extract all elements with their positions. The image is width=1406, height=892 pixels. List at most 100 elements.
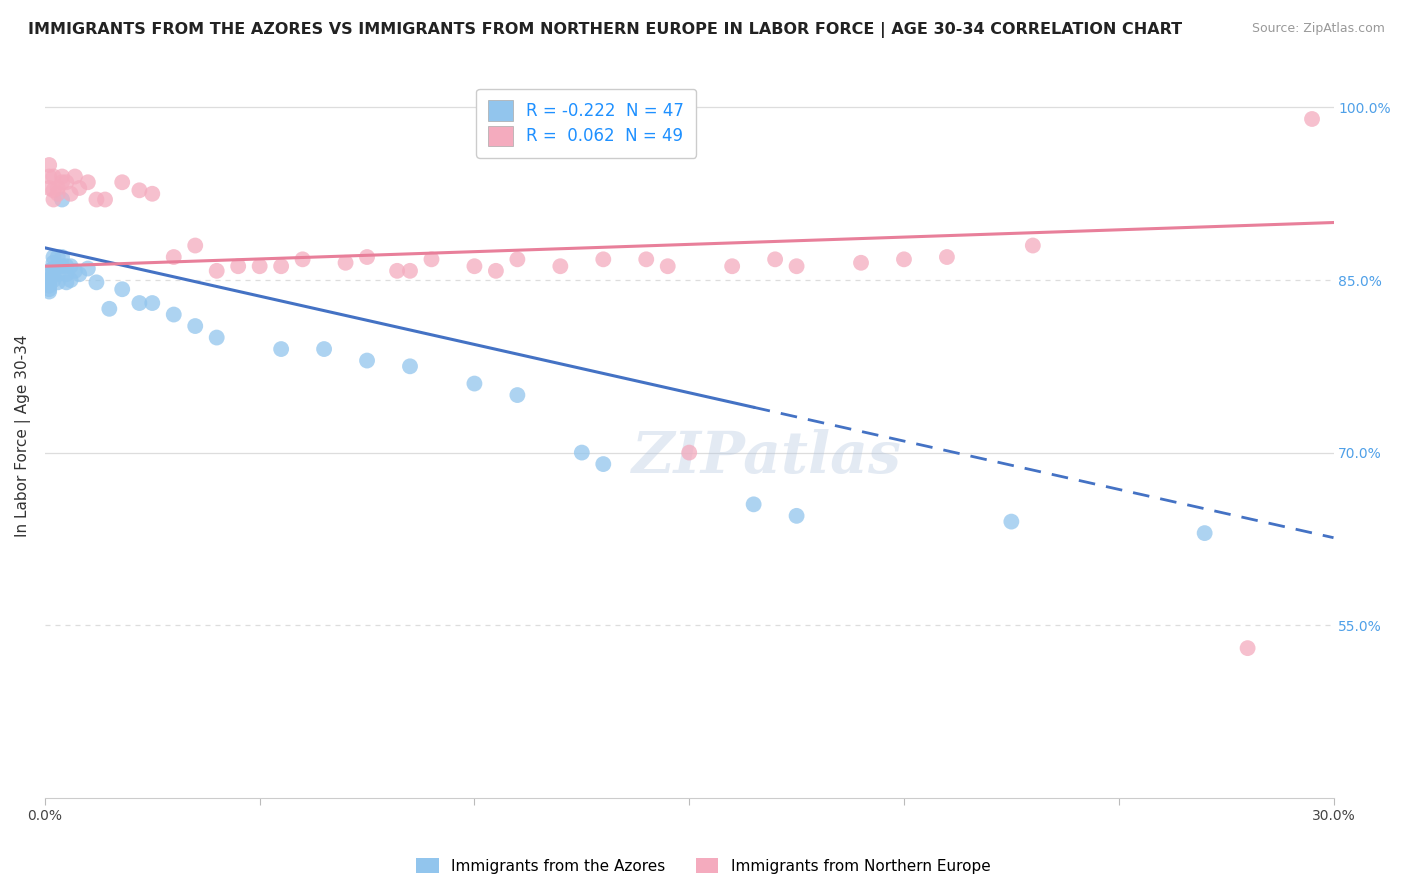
Point (291, 252, 314, 267)
Point (356, 250, 378, 264)
Point (38, 267, 60, 281)
Point (98, 301, 121, 316)
Point (184, 238, 207, 252)
Point (270, 342, 292, 356)
Point (314, 342, 336, 356)
Point (335, 256, 357, 270)
Point (59, 259, 82, 273)
Point (94, 193, 117, 207)
Point (42, 193, 65, 207)
Point (849, 256, 872, 270)
Point (38, 285, 60, 299)
Point (63, 264, 86, 278)
Point (128, 183, 150, 197)
Point (51, 193, 73, 207)
Point (463, 259, 485, 273)
Point (163, 250, 186, 264)
Point (742, 497, 765, 511)
Point (205, 264, 228, 278)
Point (385, 264, 408, 278)
Point (46, 276, 69, 290)
Point (420, 252, 443, 267)
Point (1236, 641, 1258, 656)
Point (38, 282, 60, 296)
Point (721, 259, 744, 273)
Point (763, 252, 786, 267)
Point (42, 273, 65, 287)
Point (42, 250, 65, 264)
Point (59, 186, 82, 201)
Point (506, 388, 529, 402)
Point (55, 259, 77, 273)
Text: IMMIGRANTS FROM THE AZORES VS IMMIGRANTS FROM NORTHERN EUROPE IN LABOR FORCE | A: IMMIGRANTS FROM THE AZORES VS IMMIGRANTS… (28, 22, 1182, 38)
Point (463, 376, 485, 391)
Point (893, 252, 915, 267)
Point (163, 308, 186, 322)
Point (67, 267, 90, 281)
Point (571, 445, 593, 459)
Point (1301, 112, 1323, 126)
Point (51, 175, 73, 189)
Point (86, 276, 108, 290)
Point (55, 175, 77, 189)
Point (55, 267, 77, 281)
Point (42, 183, 65, 197)
Point (226, 259, 249, 273)
Point (678, 445, 700, 459)
Point (51, 259, 73, 273)
Point (55, 276, 77, 290)
Point (46, 267, 69, 281)
Point (51, 169, 73, 184)
Point (592, 252, 614, 267)
Point (485, 264, 508, 278)
Point (46, 181, 69, 195)
Point (38, 158, 60, 172)
Point (59, 273, 82, 287)
Point (1022, 238, 1045, 252)
Point (935, 250, 957, 264)
Point (506, 252, 529, 267)
Point (141, 296, 163, 310)
Point (38, 181, 60, 195)
Point (38, 264, 60, 278)
Point (205, 330, 228, 344)
Point (46, 186, 69, 201)
Point (184, 319, 207, 334)
Point (76, 261, 98, 276)
Point (38, 276, 60, 290)
Legend: Immigrants from the Azores, Immigrants from Northern Europe: Immigrants from the Azores, Immigrants f… (409, 852, 997, 880)
Point (46, 250, 69, 264)
Point (786, 508, 808, 523)
Point (38, 169, 60, 184)
Point (786, 259, 808, 273)
Point (399, 264, 422, 278)
Point (86, 193, 108, 207)
Text: ZIPatlas: ZIPatlas (631, 429, 901, 485)
Point (657, 259, 679, 273)
Point (111, 175, 134, 189)
Point (42, 261, 65, 276)
Point (51, 250, 73, 264)
Point (63, 169, 86, 184)
Y-axis label: In Labor Force | Age 30-34: In Labor Force | Age 30-34 (15, 334, 31, 537)
Point (128, 296, 150, 310)
Point (76, 175, 98, 189)
Point (270, 259, 292, 273)
Point (399, 359, 422, 374)
Point (1194, 526, 1216, 541)
Point (38, 278, 60, 293)
Point (249, 259, 271, 273)
Text: Source: ZipAtlas.com: Source: ZipAtlas.com (1251, 22, 1385, 36)
Point (38, 273, 60, 287)
Point (67, 181, 90, 195)
Point (141, 186, 163, 201)
Point (42, 256, 65, 270)
Point (356, 353, 378, 368)
Point (42, 267, 65, 281)
Point (42, 169, 65, 184)
Point (1000, 515, 1022, 529)
Point (46, 259, 69, 273)
Legend: R = -0.222  N = 47, R =  0.062  N = 49: R = -0.222 N = 47, R = 0.062 N = 49 (477, 88, 696, 158)
Point (111, 282, 134, 296)
Point (592, 457, 614, 471)
